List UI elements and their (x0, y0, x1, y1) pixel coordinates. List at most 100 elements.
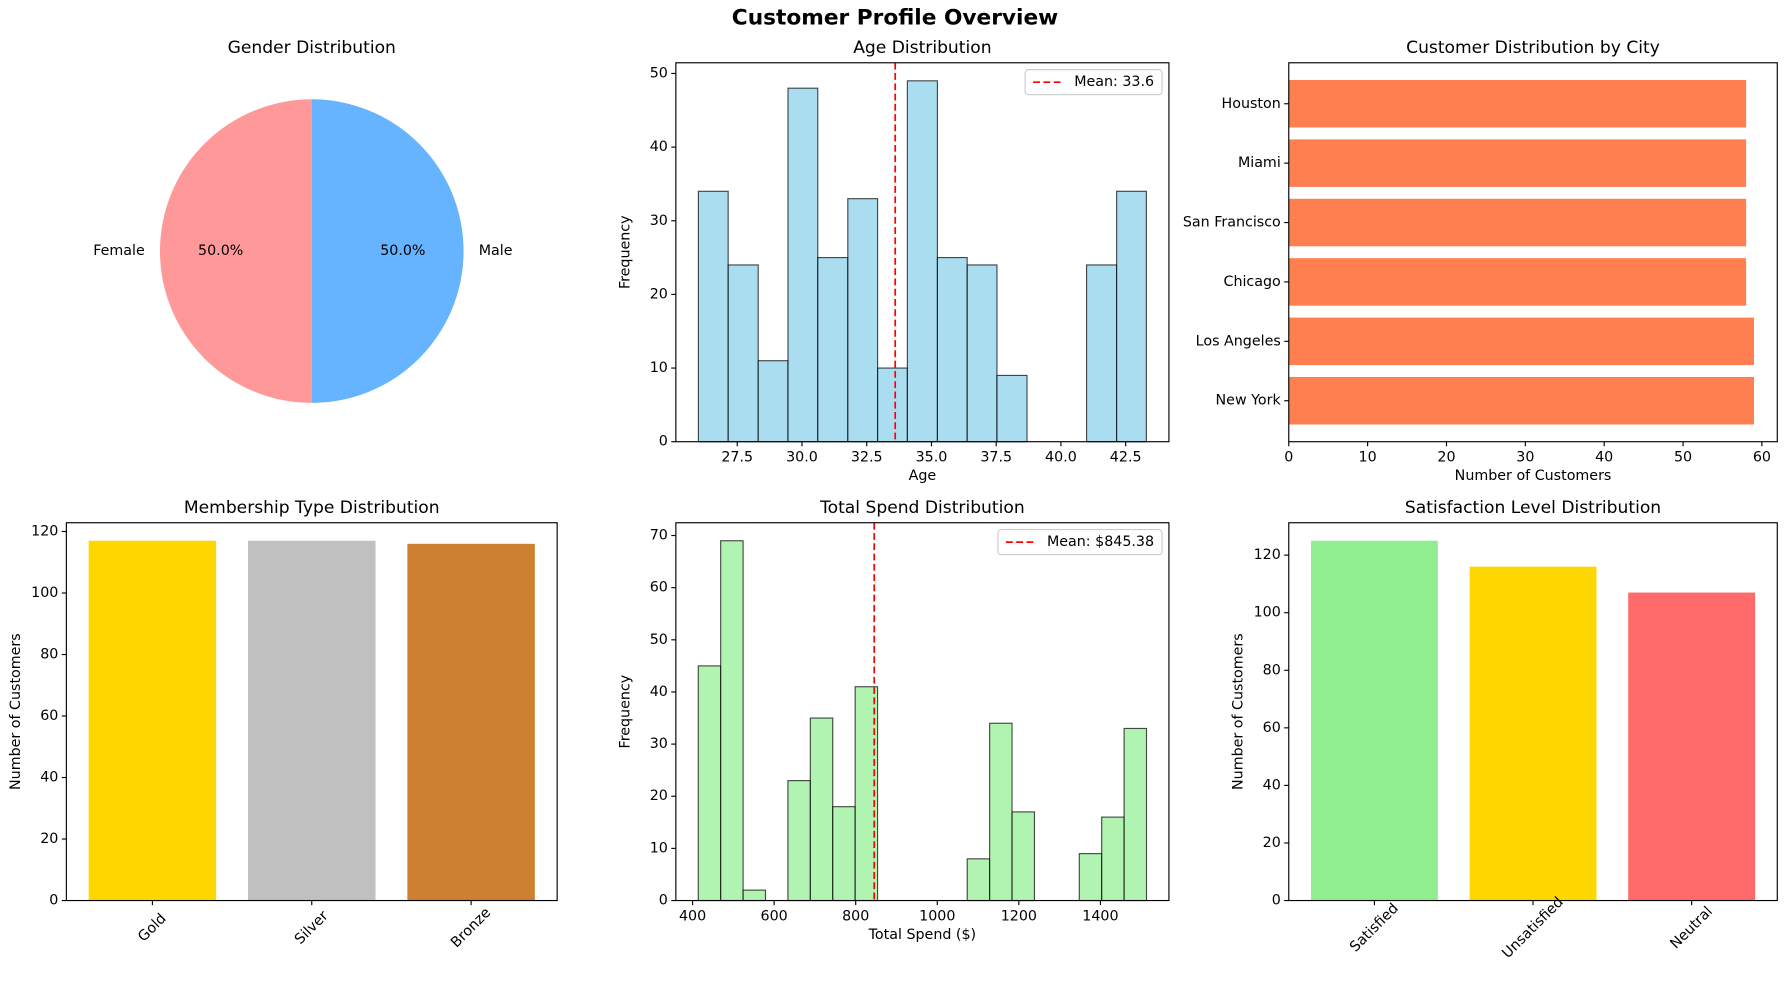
slice-value-label: 50.0% (198, 243, 243, 259)
y-tick-label: Chicago (1224, 274, 1281, 290)
y-tick-label: 20 (40, 831, 58, 847)
y-tick-label: 80 (40, 647, 58, 663)
y-tick-label: 10 (650, 840, 668, 856)
histogram-bar (809, 717, 834, 902)
histogram-bar (996, 374, 1028, 443)
x-tick-label: 30.0 (786, 450, 818, 466)
y-tick-label: 80 (1263, 662, 1281, 678)
x-axis-label: Total Spend ($) (868, 927, 976, 943)
y-tick-label: 40 (1263, 777, 1281, 793)
x-tick-label: 60 (1753, 450, 1771, 466)
histogram-bar (936, 257, 968, 443)
x-tick-label: 1200 (1001, 909, 1037, 925)
bar (248, 540, 376, 901)
histogram-bar (787, 87, 819, 443)
y-tick-label: 120 (1254, 547, 1281, 563)
histogram-bar (832, 806, 856, 902)
legend-box (997, 529, 1163, 556)
histogram-bar (1086, 264, 1118, 443)
bar (1288, 139, 1747, 187)
x-tick-label: Gold (135, 911, 169, 945)
x-tick-label: Silver (292, 908, 332, 948)
y-tick-label: 30 (650, 213, 668, 229)
x-tick-label: 0 (1284, 450, 1293, 466)
axes-frame (65, 522, 558, 902)
x-tick-label: 1400 (1082, 909, 1118, 925)
histogram-bar (989, 722, 1013, 902)
bar (88, 540, 217, 901)
x-tick-label: 30 (1516, 450, 1534, 466)
chart-title: Total Spend Distribution (819, 498, 1025, 518)
histogram-bar (847, 198, 879, 443)
legend: Mean: $845.38 (997, 529, 1163, 556)
histogram-bar (697, 190, 729, 443)
histogram-bar (877, 367, 908, 443)
y-tick-label: 10 (650, 360, 668, 376)
histogram-bar (742, 889, 767, 902)
x-tick-label: 40 (1595, 450, 1613, 466)
histogram-bar (1078, 853, 1103, 902)
histogram-bar (1011, 811, 1036, 902)
axes-frame (675, 522, 1170, 902)
x-tick-label: Satisfied (1347, 901, 1402, 956)
y-tick-label: 50 (650, 632, 668, 648)
chart-title: Satisfaction Level Distribution (1405, 498, 1661, 518)
axes-frame (675, 62, 1170, 443)
x-tick-label: 37.5 (980, 450, 1012, 466)
y-tick-label: 0 (659, 893, 668, 909)
histogram-bar (966, 264, 998, 443)
chart-title: Age Distribution (853, 38, 991, 58)
chart-title: Membership Type Distribution (184, 498, 440, 518)
y-tick-label: 30 (650, 736, 668, 752)
y-tick-label: New York (1216, 393, 1282, 409)
x-tick-label: Neutral (1667, 904, 1716, 953)
histogram-bar (817, 257, 849, 443)
histogram-bar (1123, 727, 1148, 902)
bar (1469, 566, 1597, 901)
histogram-bar (757, 360, 789, 443)
y-tick-label: 100 (31, 585, 58, 601)
axes-frame (1288, 522, 1778, 902)
y-tick-label: 50 (650, 65, 668, 81)
y-tick-label: 70 (650, 528, 668, 544)
slice-label: Female (93, 243, 145, 259)
y-tick-label: 40 (650, 684, 668, 700)
y-tick-label: 60 (650, 580, 668, 596)
bar (1310, 540, 1438, 901)
legend: Mean: 33.6 (1024, 69, 1163, 96)
pie-slice (311, 99, 464, 403)
x-axis-label: Age (909, 468, 937, 484)
bar (1628, 592, 1756, 901)
slice-value-label: 50.0% (380, 243, 425, 259)
y-tick-label: 0 (659, 434, 668, 450)
y-tick-label: 0 (49, 893, 58, 909)
slice-label: Male (479, 243, 513, 259)
y-tick-label: Houston (1222, 96, 1281, 112)
bar (1288, 317, 1755, 366)
y-axis-label: Frequency (618, 215, 634, 289)
chart-title: Customer Distribution by City (1406, 38, 1660, 58)
histogram-bar (787, 780, 811, 902)
bar (1288, 376, 1755, 425)
bar (1288, 198, 1747, 247)
histogram-bar (906, 80, 938, 443)
x-axis-label: Number of Customers (1455, 468, 1612, 484)
y-tick-label: 20 (650, 788, 668, 804)
histogram-bar (720, 540, 744, 902)
x-tick-label: 32.5 (851, 450, 883, 466)
histogram-bar (1116, 190, 1147, 443)
x-tick-label: 42.5 (1110, 450, 1142, 466)
y-tick-label: 0 (1272, 893, 1281, 909)
y-tick-label: Los Angeles (1196, 333, 1281, 349)
bar (407, 543, 535, 901)
x-tick-label: 400 (679, 909, 706, 925)
histogram-bar (1101, 816, 1125, 902)
histogram-bar (697, 665, 722, 902)
y-tick-label: 60 (1263, 720, 1281, 736)
x-tick-label: Bronze (448, 905, 494, 951)
chart-title: Gender Distribution (228, 38, 396, 58)
y-tick-label: 20 (650, 286, 668, 302)
y-axis-label: Number of Customers (8, 633, 24, 790)
x-tick-label: 40.0 (1045, 450, 1077, 466)
